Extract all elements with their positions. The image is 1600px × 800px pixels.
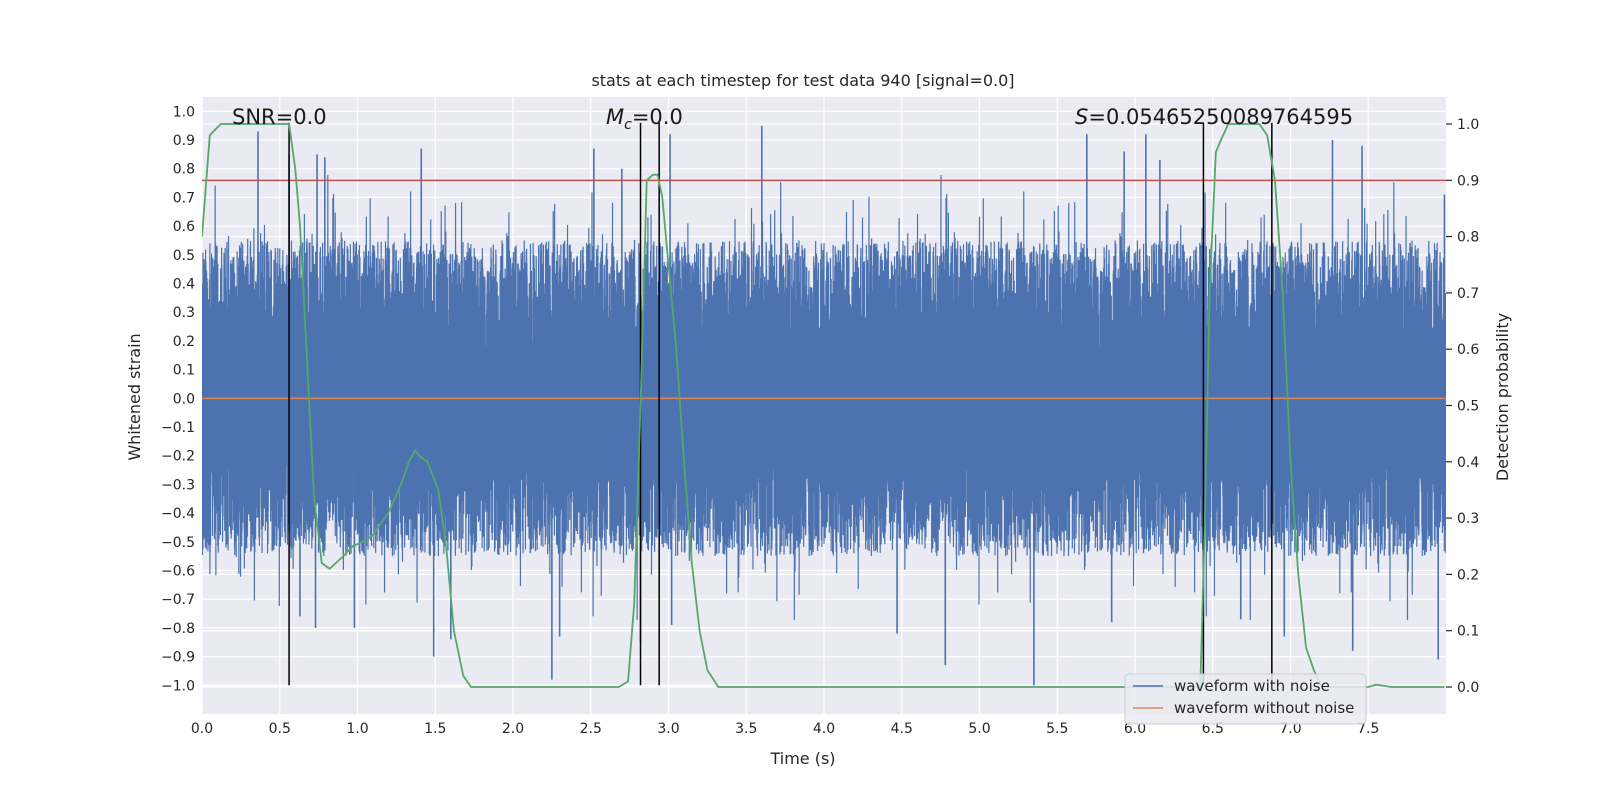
y-tick-label: −0.7 — [161, 592, 195, 608]
x-tick-label: 6.5 — [1202, 721, 1224, 737]
x-tick-label: 4.5 — [891, 721, 913, 737]
y2-tick-label: 0.0 — [1457, 680, 1479, 696]
y2-axis-label: Detection probability — [1493, 313, 1512, 481]
x-tick-label: 6.0 — [1124, 721, 1146, 737]
legend-entry: waveform without noise — [1174, 699, 1354, 717]
y2-tick-label: 0.5 — [1457, 399, 1479, 415]
y-tick-label: −0.5 — [161, 535, 195, 551]
y-tick-label: −1.0 — [161, 678, 195, 694]
y-tick-label: 0.5 — [173, 248, 195, 264]
y-tick-label: −0.4 — [161, 506, 195, 522]
y-tick-label: −0.6 — [161, 564, 195, 580]
chirp-mass-value: =0.0 — [632, 105, 683, 129]
y2-tick-label: 0.1 — [1457, 624, 1479, 640]
y2-tick-label: 0.8 — [1457, 230, 1479, 246]
x-axis-label: Time (s) — [769, 749, 835, 768]
series-waveform-with-noise — [202, 174, 1446, 621]
y-tick-label: 0.8 — [173, 162, 195, 178]
y-tick-label: 0.7 — [173, 190, 195, 206]
x-tick-label: 1.5 — [424, 721, 446, 737]
y2-tick-label: 0.2 — [1457, 567, 1479, 583]
x-tick-label: 3.0 — [657, 721, 679, 737]
y2-tick-label: 0.6 — [1457, 342, 1479, 358]
series-detection-probability — [202, 123, 1445, 688]
x-tick-label: 2.0 — [502, 721, 524, 737]
legend-box — [1124, 673, 1367, 725]
x-tick-label: 4.0 — [813, 721, 835, 737]
y-tick-label: −0.3 — [161, 477, 195, 493]
y-tick-label: 0.2 — [173, 334, 195, 350]
y-tick-label: 1.0 — [173, 104, 195, 120]
y-tick-label: 0.1 — [173, 363, 195, 379]
y-tick-label: −0.1 — [161, 420, 195, 436]
x-tick-label: 2.5 — [580, 721, 602, 737]
y-tick-label: 0.9 — [173, 133, 195, 149]
y-tick-label: 0.0 — [173, 391, 195, 407]
chirp-mass-symbol: M — [606, 105, 624, 129]
y-tick-label: 0.3 — [173, 305, 195, 321]
snr-annotation: SNR=0.0 — [232, 105, 327, 129]
s-symbol: S — [1075, 105, 1088, 129]
y2-tick-label: 1.0 — [1457, 117, 1479, 133]
y-tick-label: −0.8 — [161, 621, 195, 637]
legend: waveform with noise waveform without nois… — [1124, 673, 1367, 725]
x-tick-label: 5.0 — [968, 721, 990, 737]
x-tick-label: 3.5 — [735, 721, 757, 737]
y-axis-label: Whitened strain — [125, 333, 144, 460]
s-value: =0.05465250089764595 — [1088, 105, 1353, 129]
chirp-mass-annotation: Mc=0.0 — [606, 105, 683, 133]
chirp-mass-subscript: c — [624, 117, 632, 133]
y2-tick-label: 0.3 — [1457, 511, 1479, 527]
y2-tick-label: 0.4 — [1457, 455, 1479, 471]
legend-entry: waveform with noise — [1174, 677, 1330, 695]
y2-tick-label: 0.7 — [1457, 286, 1479, 302]
y-tick-label: 0.6 — [173, 219, 195, 235]
x-tick-label: 5.5 — [1046, 721, 1068, 737]
y-tick-label: −0.9 — [161, 650, 195, 666]
x-tick-label: 7.5 — [1357, 721, 1379, 737]
chart-title: stats at each timestep for test data 940… — [591, 71, 1014, 90]
x-tick-label: 1.0 — [346, 721, 368, 737]
x-tick-label: 0.0 — [191, 721, 213, 737]
x-tick-label: 0.5 — [269, 721, 291, 737]
y2-tick-label: 0.9 — [1457, 173, 1479, 189]
s-annotation: S=0.05465250089764595 — [1075, 105, 1353, 129]
y-tick-label: −0.2 — [161, 449, 195, 465]
y-tick-label: 0.4 — [173, 277, 195, 293]
x-tick-label: 7.0 — [1279, 721, 1301, 737]
